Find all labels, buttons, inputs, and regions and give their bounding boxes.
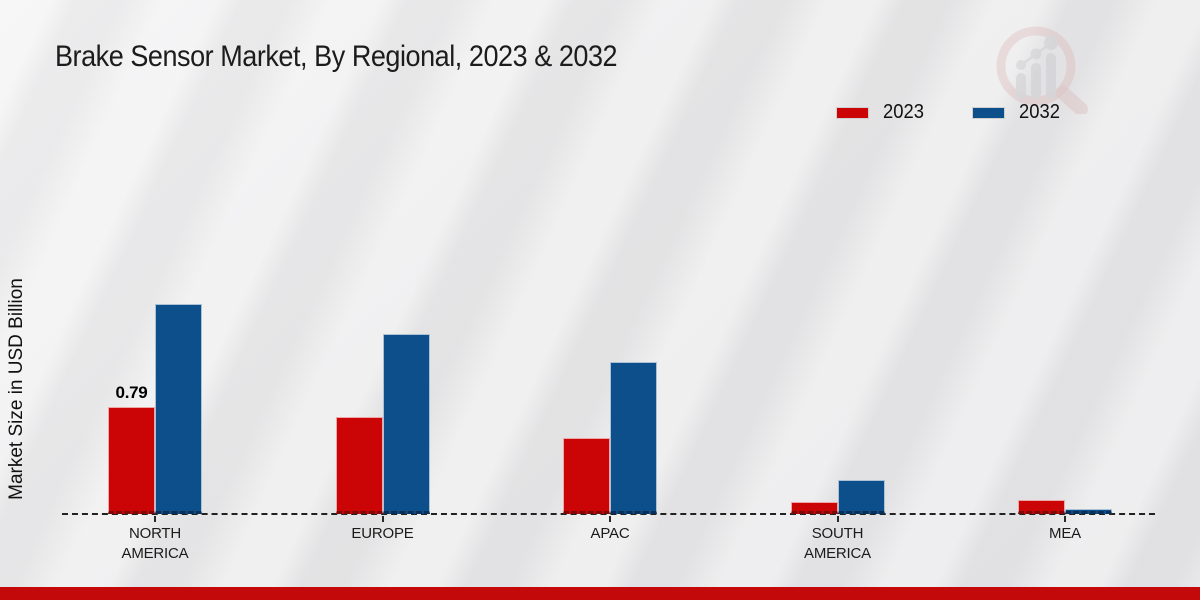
- legend-swatch-2023: [836, 106, 869, 119]
- bar-2032-europe: [382, 333, 430, 514]
- bar-2023-south-america: [790, 501, 838, 514]
- magnifier-bar-chart-logo-icon: [996, 26, 1088, 114]
- x-axis-tick-south-america: [836, 516, 839, 522]
- category-label-apac: APAC: [590, 525, 630, 542]
- bar-2032-mea: [1065, 508, 1112, 514]
- legend-swatch-2032: [971, 106, 1005, 119]
- bar-2023-apac: [563, 438, 610, 514]
- legend-label-2023: 2023: [883, 101, 924, 123]
- category-label-south-america: SOUTH AMERICA: [804, 525, 871, 563]
- x-axis-tick-mea: [1064, 516, 1066, 522]
- legend-item-2023: 2023: [836, 101, 928, 124]
- legend-item-2032: 2032: [971, 101, 1064, 124]
- footer-bar: [0, 587, 1200, 600]
- category-label-europe: EUROPE: [351, 525, 414, 542]
- bar-2023-mea: [1018, 500, 1065, 514]
- legend-label-2032: 2032: [1018, 101, 1060, 123]
- x-axis-tick-apac: [609, 516, 611, 522]
- bar-2023-north-america: [108, 407, 155, 514]
- x-axis-tick-europe: [381, 516, 384, 522]
- category-label-mea: MEA: [1049, 525, 1081, 542]
- bar-2032-south-america: [837, 480, 885, 514]
- y-axis-label: Market Size in USD Billion: [6, 278, 27, 500]
- legend: 2023 2032: [836, 101, 1063, 124]
- page-title: Brake Sensor Market, By Regional, 2023 &…: [55, 40, 618, 73]
- x-axis-baseline: [62, 513, 1155, 515]
- value-label-2023-north-america: 0.79: [115, 383, 148, 403]
- bar-2032-apac: [610, 362, 657, 514]
- x-axis-tick-north-america: [154, 516, 156, 522]
- bar-2023-europe: [335, 416, 383, 514]
- category-label-north-america: NORTH AMERICA: [121, 525, 189, 563]
- bar-2032-north-america: [155, 304, 202, 514]
